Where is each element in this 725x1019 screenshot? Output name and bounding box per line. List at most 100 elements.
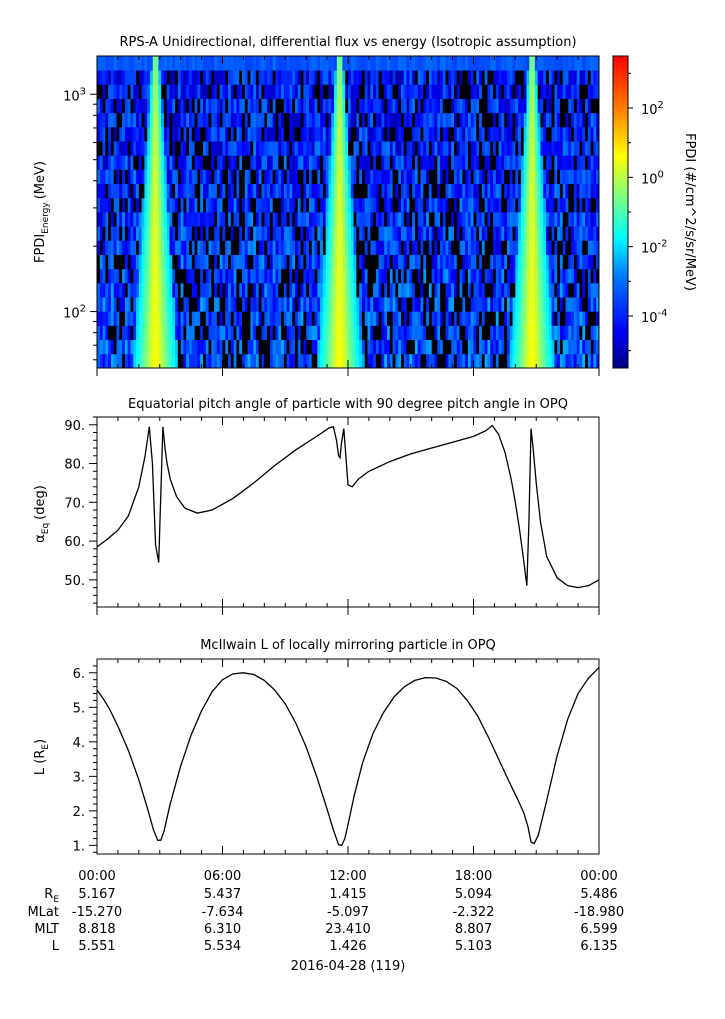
heatmap-cell <box>177 56 182 71</box>
heatmap-cell <box>283 268 288 284</box>
heatmap-cell <box>311 141 315 156</box>
heatmap-cell <box>537 353 541 368</box>
heatmap-cell <box>445 240 449 255</box>
heatmap-cell <box>194 84 198 99</box>
heatmap-cell <box>479 282 483 298</box>
heatmap-cell <box>194 126 198 142</box>
heatmap-cell <box>537 155 541 170</box>
heatmap-cell <box>412 84 416 99</box>
heatmap-cell <box>242 56 246 71</box>
heatmap-cell <box>520 268 525 284</box>
heatmap-cell <box>370 84 374 99</box>
pitch-angle-x-ticks <box>96 417 600 615</box>
heatmap-cell <box>155 268 159 284</box>
heatmap-cell <box>219 311 223 326</box>
heatmap-cell <box>414 311 419 326</box>
heatmap-cell <box>537 297 541 312</box>
heatmap-cell <box>331 84 335 99</box>
heatmap-cell <box>147 240 151 255</box>
heatmap-cell <box>573 226 578 241</box>
heatmap-cell <box>590 197 594 213</box>
heatmap-cell <box>152 297 156 312</box>
heatmap-cell <box>253 311 257 326</box>
heatmap-cell <box>373 311 377 326</box>
heatmap-cell <box>389 268 394 284</box>
heatmap-cell <box>233 70 237 85</box>
heatmap-cell <box>97 268 101 284</box>
heatmap-cell <box>546 311 550 326</box>
heatmap-cell <box>236 126 240 142</box>
heatmap-cell <box>437 84 441 99</box>
heatmap-cell <box>122 311 126 326</box>
heatmap-cell <box>526 70 530 85</box>
heatmap-cell <box>339 353 343 368</box>
heatmap-cell <box>214 353 218 368</box>
heatmap-cell <box>267 84 271 99</box>
heatmap-cell <box>529 70 533 85</box>
heatmap-cell <box>493 311 497 326</box>
heatmap-cell <box>523 126 527 142</box>
heatmap-cell <box>364 339 368 355</box>
heatmap-cell <box>200 126 204 142</box>
heatmap-cell <box>378 325 382 341</box>
heatmap-cell <box>359 311 363 326</box>
heatmap-cell <box>532 254 536 270</box>
heatmap-cell <box>428 126 433 142</box>
heatmap-cell <box>205 240 209 255</box>
heatmap-cell <box>467 84 472 99</box>
heatmap-cell <box>571 98 575 114</box>
heatmap-cell <box>384 226 388 241</box>
heatmap-cell <box>565 254 569 270</box>
heatmap-cell <box>400 311 405 326</box>
heatmap-cell <box>334 98 338 114</box>
heatmap-cell <box>565 155 569 170</box>
heatmap-cell <box>370 226 374 241</box>
colorbar-tick-label: 100 <box>641 169 664 187</box>
heatmap-cell <box>387 56 391 71</box>
heatmap-cell <box>389 84 394 99</box>
heatmap-cell <box>398 183 402 199</box>
heatmap-cell <box>328 141 332 156</box>
heatmap-cell <box>297 70 301 85</box>
heatmap-cell <box>194 297 198 312</box>
heatmap-cell <box>467 339 472 355</box>
heatmap-cell <box>356 169 360 185</box>
heatmap-cell <box>211 339 215 355</box>
heatmap-cell <box>283 339 288 355</box>
heatmap-cell <box>348 339 352 355</box>
heatmap-cell <box>136 126 140 142</box>
heatmap-cell <box>295 212 299 227</box>
heatmap-cell <box>451 212 455 227</box>
heatmap-cell <box>526 141 530 156</box>
heatmap-cell <box>437 268 441 284</box>
heatmap-cell <box>361 325 366 341</box>
heatmap-cell <box>155 70 159 85</box>
heatmap-cell <box>470 56 474 71</box>
heatmap-cell <box>573 339 578 355</box>
heatmap-cell <box>205 112 209 128</box>
heatmap-cell <box>557 339 561 355</box>
heatmap-cell <box>124 197 129 213</box>
heatmap-cell <box>133 56 137 71</box>
heatmap-cell <box>166 282 170 298</box>
heatmap-cell <box>537 268 541 284</box>
heatmap-cell <box>350 98 354 114</box>
heatmap-cell <box>141 268 145 284</box>
heatmap-cell <box>169 183 173 199</box>
heatmap-cell <box>465 254 469 270</box>
heatmap-cell <box>219 98 223 114</box>
heatmap-cell <box>219 183 223 199</box>
heatmap-cell <box>175 183 179 199</box>
heatmap-cell <box>297 183 301 199</box>
heatmap-cell <box>428 254 433 270</box>
heatmap-cell <box>576 240 580 255</box>
heatmap-cell <box>275 112 279 128</box>
heatmap-cell <box>529 297 533 312</box>
heatmap-cell <box>233 98 237 114</box>
heatmap-cell <box>359 155 363 170</box>
heatmap-cell <box>233 112 237 128</box>
heatmap-cell <box>348 226 352 241</box>
heatmap-cell <box>442 254 447 270</box>
heatmap-cell <box>272 325 276 341</box>
heatmap-cell <box>361 183 366 199</box>
